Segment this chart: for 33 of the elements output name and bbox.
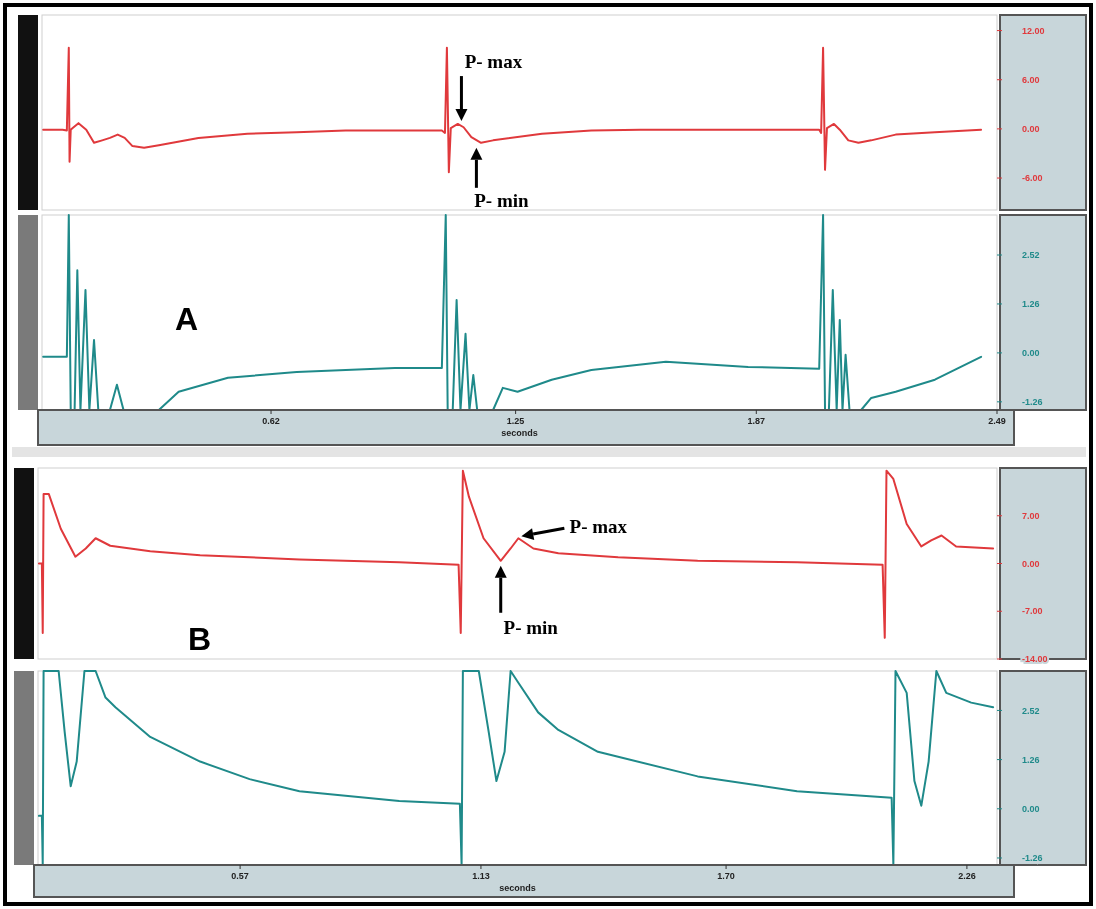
y-tick-label: -1.26 (1022, 396, 1043, 407)
y-tick-label: 7.00 (1022, 510, 1040, 521)
x-tick-label: 2.26 (958, 871, 976, 881)
x-tick-label: 1.13 (472, 871, 490, 881)
y-tick-label: 1.26 (1022, 299, 1040, 310)
annotation: A (175, 301, 199, 337)
y-tick-label: -7.00 (1022, 606, 1043, 617)
x-tick-label: 2.49 (988, 416, 1006, 426)
y-tick-label: 0.00 (1022, 558, 1040, 569)
annotation: P- min (503, 616, 559, 638)
y-tick-label: 0.00 (1022, 348, 1040, 359)
y-tick-label: 6.00 (1022, 74, 1040, 85)
x-tick-label: 1.87 (747, 416, 766, 426)
x-tick-label: 1.70 (717, 871, 735, 881)
x-axis-title: seconds (499, 883, 536, 893)
x-tick-label: 0.57 (231, 871, 249, 881)
x-tick-label: 0.62 (262, 416, 280, 426)
line-series (42, 214, 983, 411)
line-series (42, 46, 983, 174)
annotation: P- max (464, 51, 523, 73)
annotation: P- min (474, 189, 530, 211)
y-tick-label: 2.52 (1022, 705, 1040, 716)
annotation: B (188, 621, 212, 657)
y-tick-label: -6.00 (1022, 173, 1043, 184)
y-tick-label: 0.00 (1022, 124, 1040, 135)
x-tick-label: 1.25 (506, 416, 525, 426)
x-axis-title: seconds (501, 428, 538, 438)
y-tick-label: -1.26 (1022, 853, 1043, 864)
y-tick-label: 0.00 (1022, 803, 1040, 814)
annotation: P- max (569, 516, 628, 538)
y-tick-label: 12.00 (1022, 25, 1045, 36)
y-tick-label: 1.26 (1022, 754, 1040, 765)
y-tick-label: 2.52 (1022, 250, 1040, 261)
